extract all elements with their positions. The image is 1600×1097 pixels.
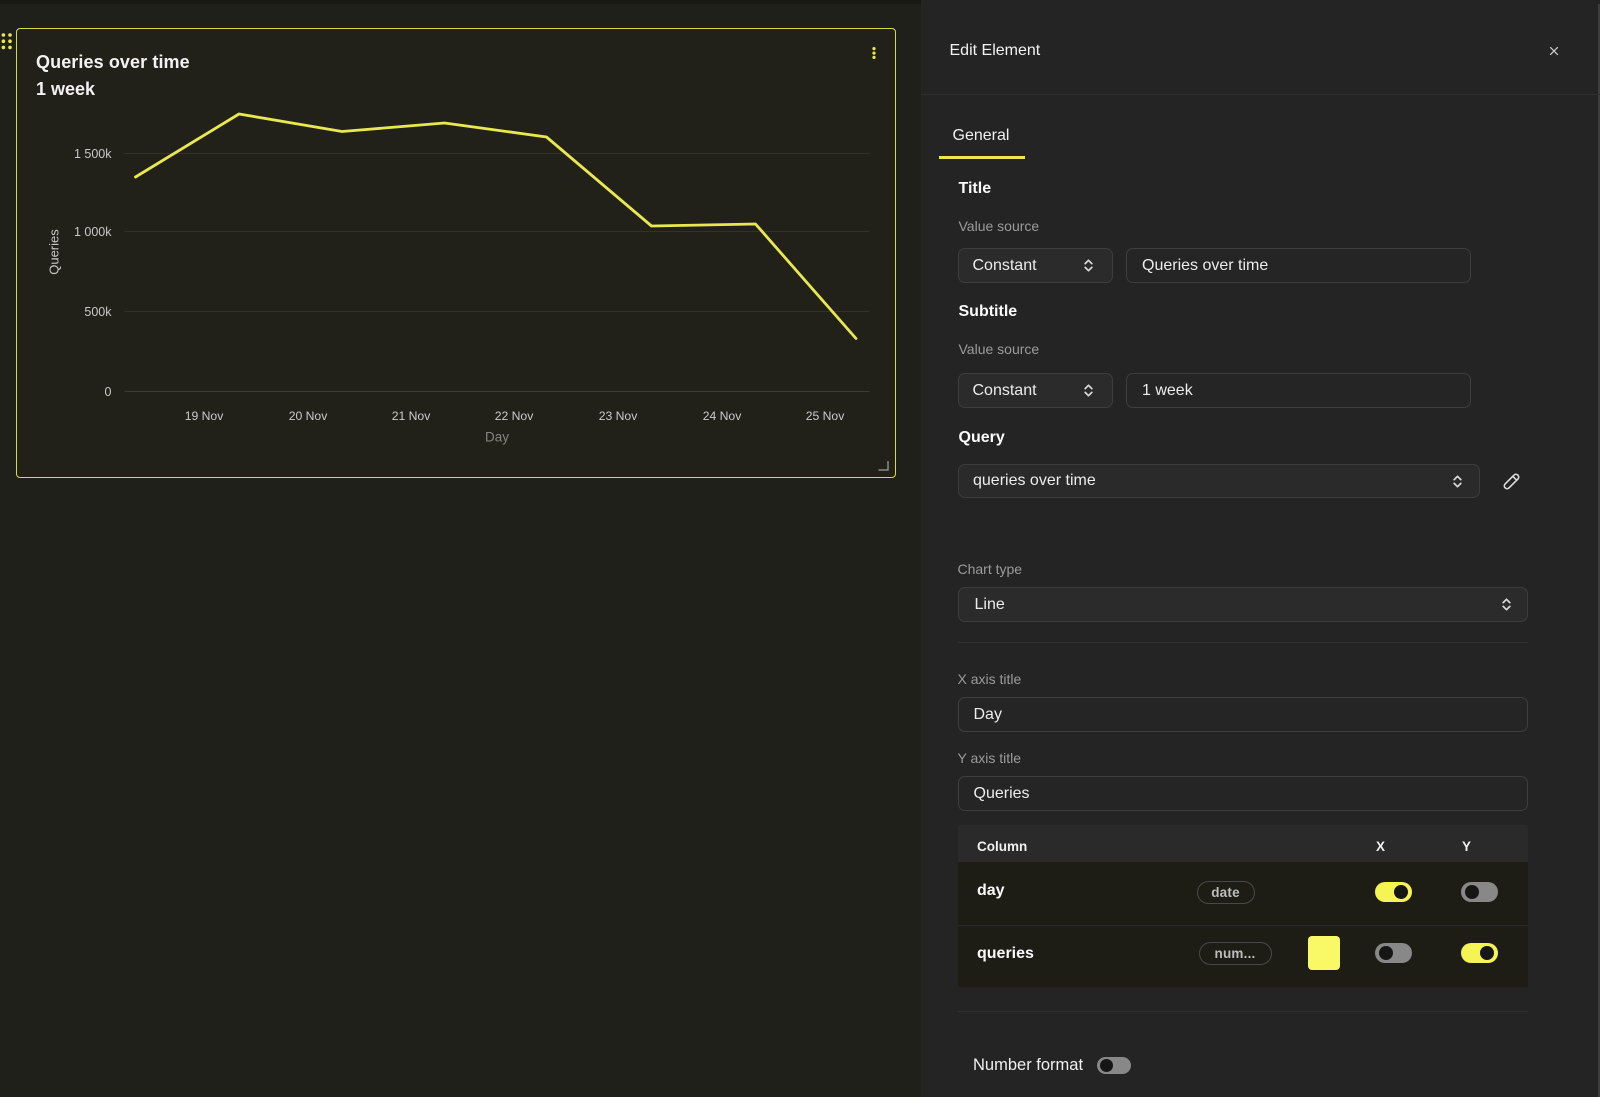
svg-text:Queries: Queries: [47, 229, 62, 275]
svg-text:22 Nov: 22 Nov: [495, 409, 535, 423]
svg-text:21 Nov: 21 Nov: [392, 409, 432, 423]
svg-text:19 Nov: 19 Nov: [185, 409, 225, 423]
svg-text:1 500k: 1 500k: [74, 147, 112, 161]
svg-text:0: 0: [105, 385, 112, 399]
svg-text:20 Nov: 20 Nov: [289, 409, 329, 423]
svg-text:24 Nov: 24 Nov: [703, 409, 743, 423]
svg-text:1 000k: 1 000k: [74, 225, 112, 239]
svg-text:23 Nov: 23 Nov: [599, 409, 639, 423]
svg-text:Day: Day: [485, 430, 509, 445]
svg-text:25 Nov: 25 Nov: [806, 409, 846, 423]
svg-text:500k: 500k: [84, 305, 112, 319]
